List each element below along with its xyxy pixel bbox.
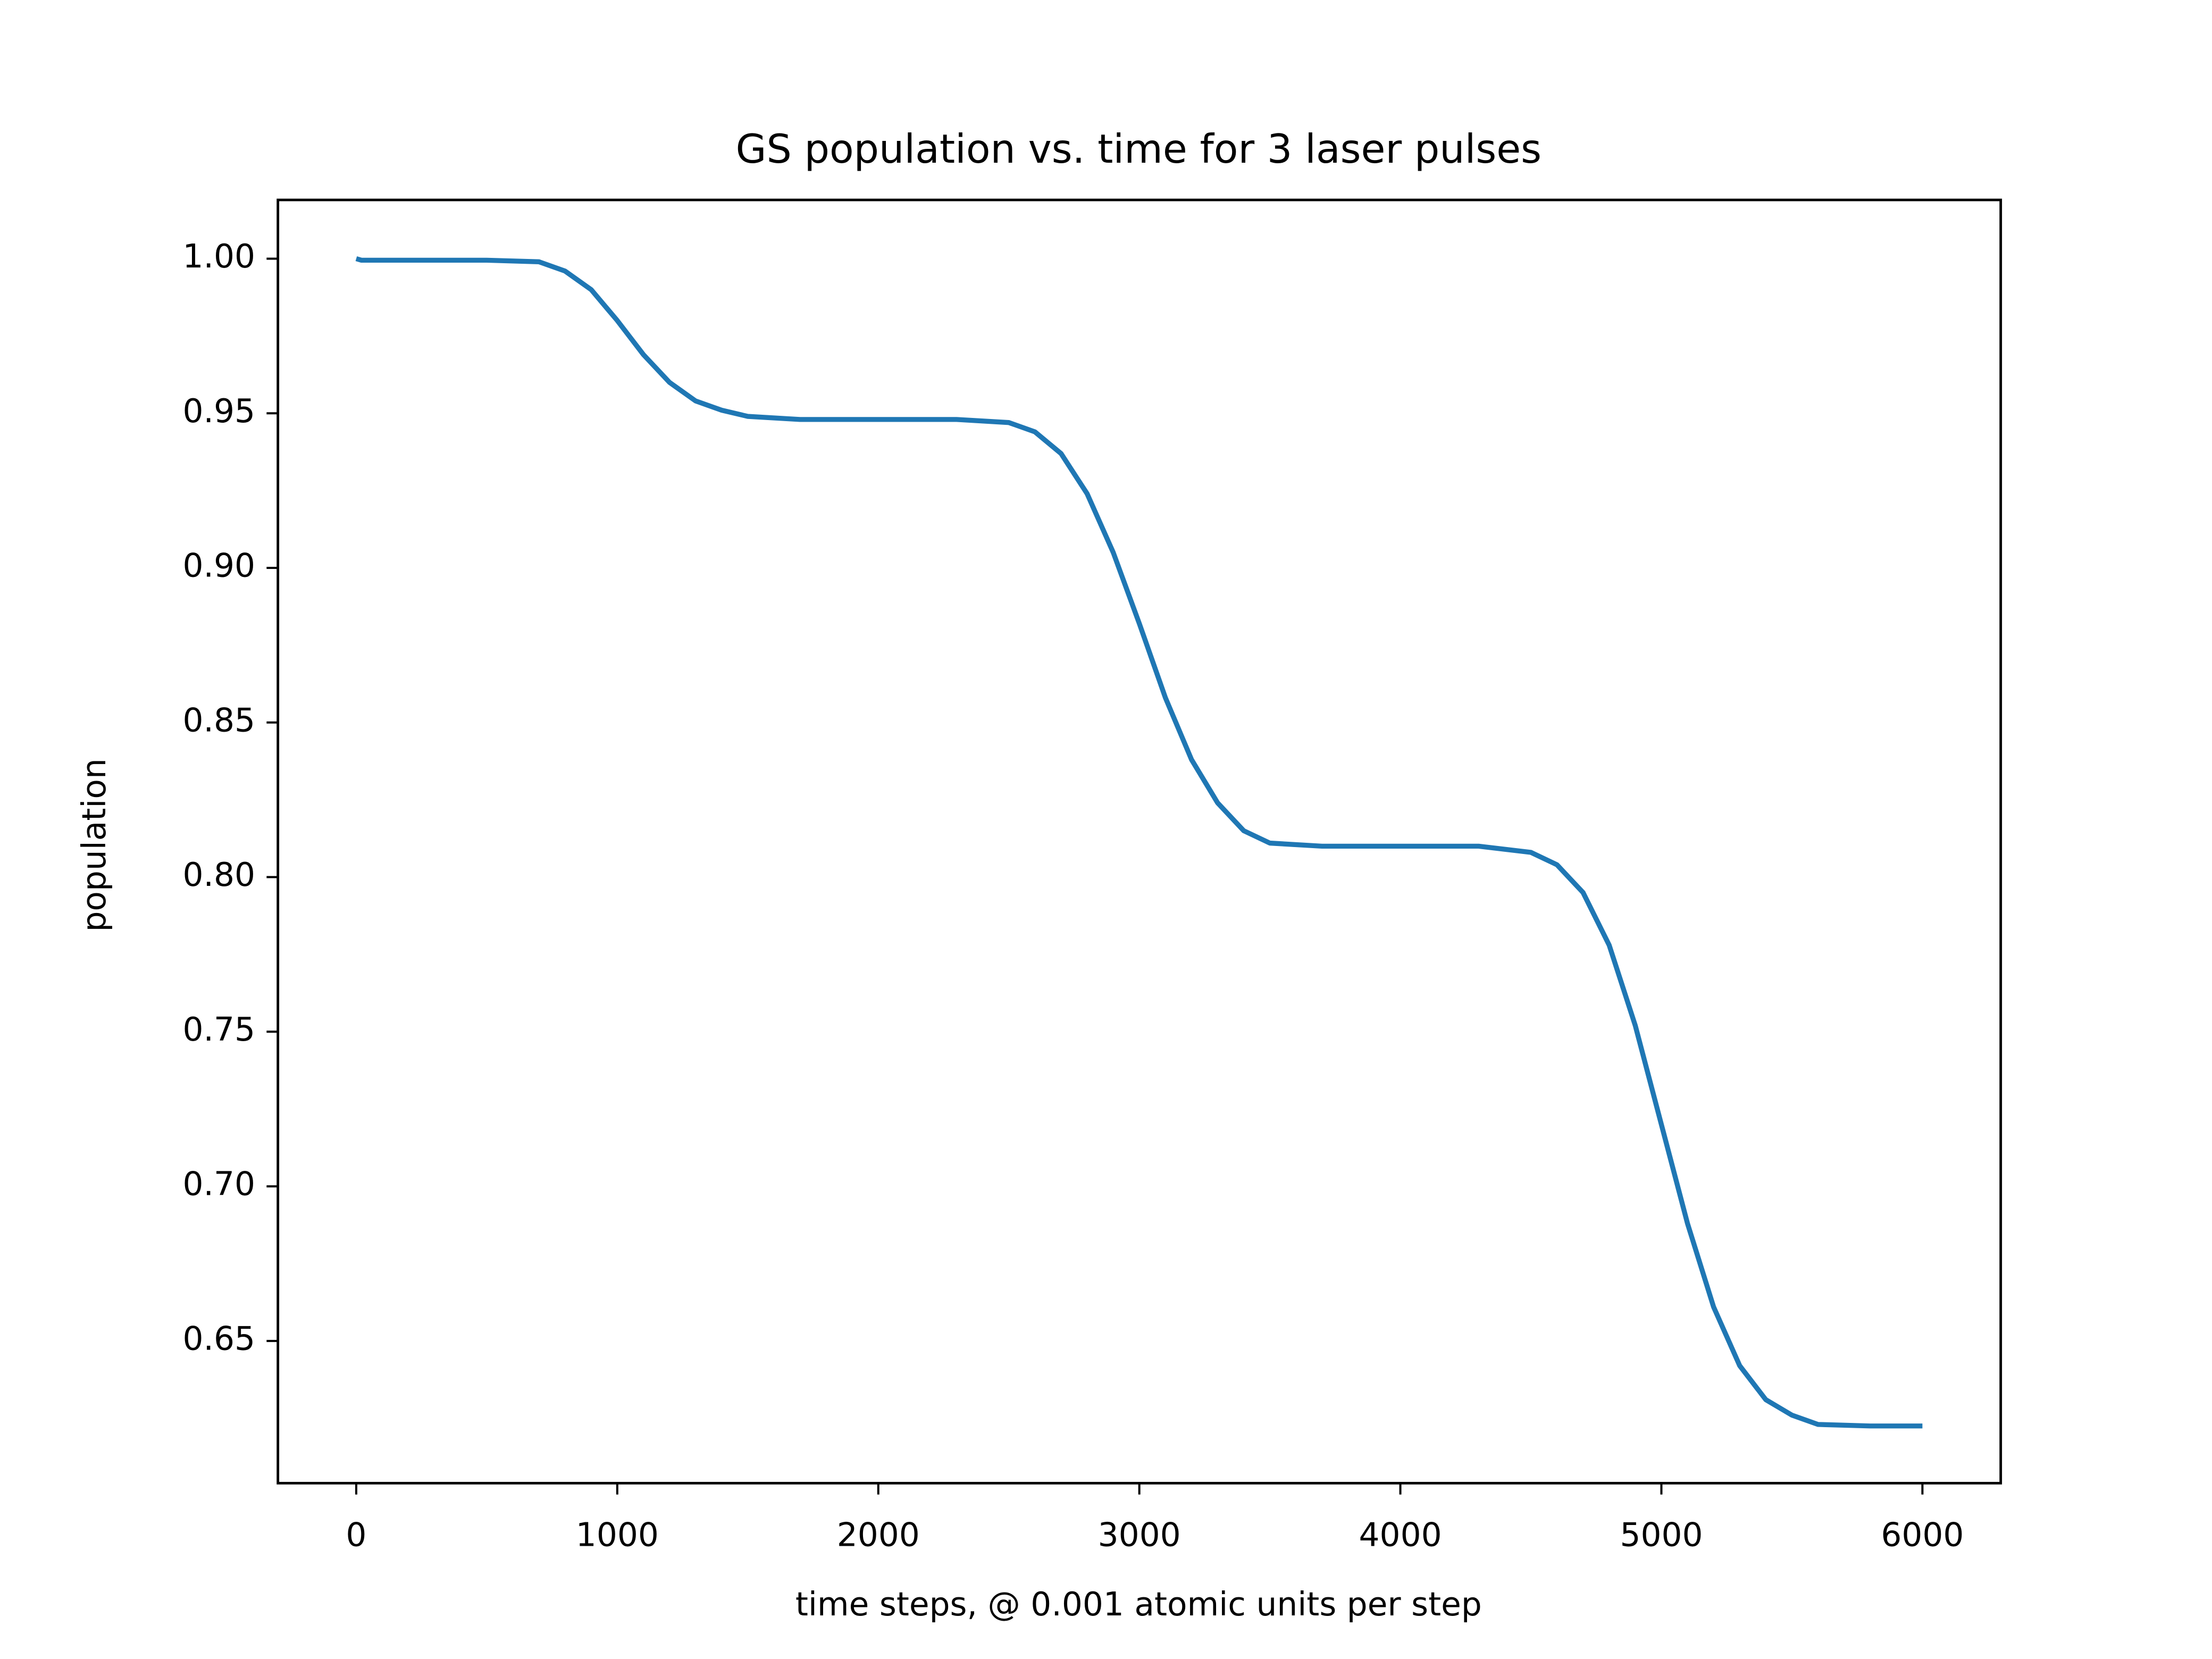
y-tick-label: 0.75 <box>182 1011 255 1049</box>
y-tick-label: 0.70 <box>182 1166 255 1203</box>
x-tick-label: 6000 <box>1881 1516 1964 1554</box>
y-tick-label: 1.00 <box>182 238 255 275</box>
y-tick-label: 0.65 <box>182 1320 255 1358</box>
y-tick-label: 0.90 <box>182 547 255 585</box>
x-tick-label: 0 <box>346 1516 366 1554</box>
y-tick-label: 0.95 <box>182 392 255 430</box>
y-axis-label: population <box>76 758 113 932</box>
plot-frame <box>276 198 2002 1485</box>
x-tick-label: 2000 <box>837 1516 920 1554</box>
x-tick-label: 1000 <box>576 1516 659 1554</box>
data-line <box>355 256 1923 1429</box>
x-axis-label: time steps, @ 0.001 atomic units per ste… <box>795 1586 1482 1623</box>
y-tick-label: 0.85 <box>182 701 255 739</box>
x-tick-label: 3000 <box>1098 1516 1181 1554</box>
x-tick-label: 4000 <box>1359 1516 1442 1554</box>
y-tick-label: 0.80 <box>182 856 255 894</box>
chart-title: GS population vs. time for 3 laser pulse… <box>736 126 1541 172</box>
x-tick-label: 5000 <box>1620 1516 1703 1554</box>
